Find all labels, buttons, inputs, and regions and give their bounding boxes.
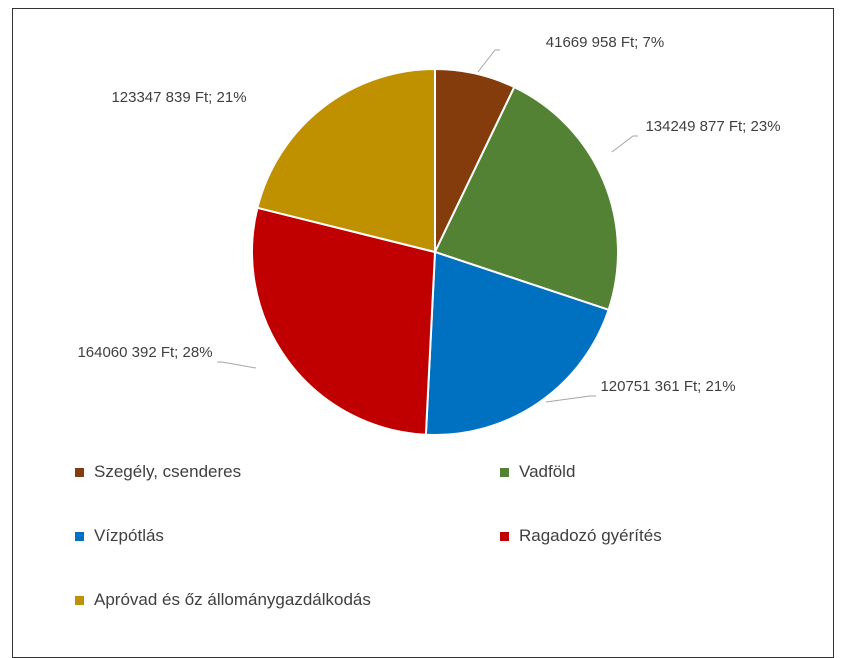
legend-item: Vízpótlás — [75, 526, 164, 546]
data-label: 123347 839 Ft; 21% — [111, 89, 247, 106]
legend-swatch — [75, 467, 84, 477]
leader-line — [217, 361, 257, 369]
legend-swatch — [500, 531, 509, 541]
legend-item: Szegély, csenderes — [75, 462, 241, 482]
data-label: 120751 361 Ft; 21% — [600, 378, 736, 395]
legend-item: Ragadozó gyérítés — [500, 526, 662, 546]
leader-line — [611, 135, 638, 153]
pie-slice — [424, 250, 610, 436]
pie-slice — [256, 67, 436, 254]
legend-swatch — [75, 595, 84, 605]
data-label: 164060 392 Ft; 28% — [77, 344, 213, 361]
leader-lines — [217, 49, 638, 403]
legend-swatch — [75, 531, 84, 541]
pie-slice — [433, 85, 619, 312]
data-label: 134249 877 Ft; 23% — [645, 118, 781, 135]
leader-line — [545, 395, 596, 403]
legend-label: Vadföld — [519, 462, 576, 481]
legend-label: Vízpótlás — [94, 526, 164, 545]
leader-line — [477, 49, 500, 73]
legend-label: Ragadozó gyérítés — [519, 526, 662, 545]
legend-swatch — [500, 467, 509, 477]
legend-label: Szegély, csenderes — [94, 462, 242, 481]
pie-slice — [251, 206, 437, 436]
legend-item: Apróvad és őz állománygazdálkodás — [75, 590, 371, 610]
legend-label: Apróvad és őz állománygazdálkodás — [94, 590, 371, 609]
data-label: 41669 958 Ft; 7% — [545, 34, 665, 51]
legend-item: Vadföld — [500, 462, 575, 482]
